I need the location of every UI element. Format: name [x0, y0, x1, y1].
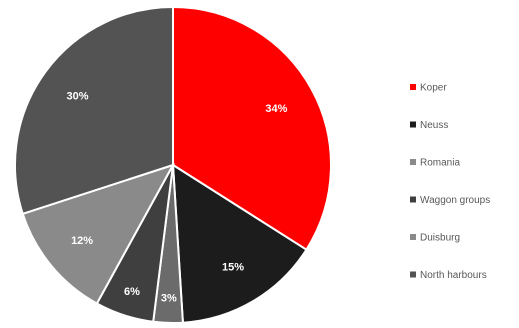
- legend-swatch-neuss: [410, 121, 416, 128]
- pie-slice-duisburg: [21, 163, 176, 305]
- legend-label-north-harbours: North harbours: [420, 270, 487, 281]
- pie-slice-north-harbours: [14, 5, 174, 216]
- legend-label-duisburg: Duisburg: [420, 233, 460, 244]
- legend-swatch-koper: [410, 84, 416, 90]
- legend: Koper Neuss Romania Waggon groups Duisburg No…: [410, 83, 490, 281]
- legend-swatch-duisburg: [410, 234, 416, 240]
- pie-label-waggon-groups: 6%: [124, 286, 140, 298]
- legend-label-neuss: Neuss: [420, 120, 448, 131]
- pie-label-koper: 34%: [265, 103, 287, 115]
- legend-label-waggon-groups: Waggon groups: [420, 195, 490, 206]
- legend-swatch-north-harbours: [410, 271, 416, 278]
- legend-swatch-romania: [410, 159, 416, 165]
- pie-label-duisburg: 12%: [71, 235, 93, 247]
- legend-label-romania: Romania: [420, 158, 460, 169]
- pie-slices: [14, 5, 332, 324]
- pie-labels: 34% 15% 3% 6% 12% 30%: [67, 91, 288, 305]
- legend-swatch-waggon-groups: [410, 196, 416, 203]
- pie-label-north-harbours: 30%: [67, 91, 89, 103]
- legend-label-koper: Koper: [420, 83, 447, 94]
- pie-label-romania: 3%: [161, 293, 177, 305]
- pie-label-neuss: 15%: [222, 262, 244, 274]
- pie-slice-neuss: [171, 163, 308, 324]
